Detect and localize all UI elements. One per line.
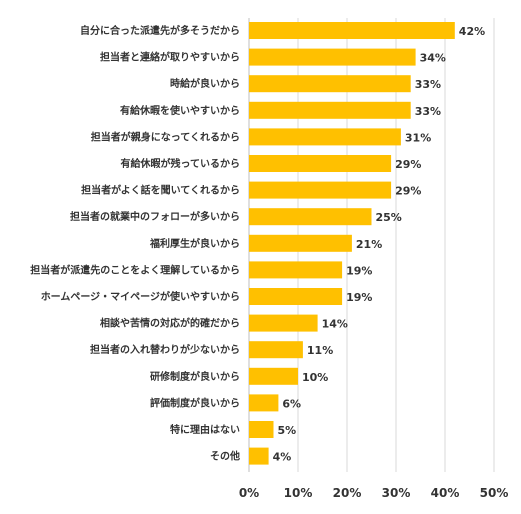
bar [249, 234, 352, 252]
category-label: 評価制度が良いから [150, 396, 240, 409]
category-label: 自分に合った派遣先が多そうだから [80, 24, 240, 37]
bar [249, 155, 392, 172]
x-tick-label: 0% [239, 486, 259, 500]
data-label: 34% [420, 52, 446, 65]
category-label: 有給休暇を使いやすいから [120, 104, 240, 117]
x-tick-label: 20% [333, 486, 362, 500]
data-label: 10% [302, 371, 328, 384]
x-axis-ticks: 0% 10% 20% 30% 40% 50% [239, 486, 509, 500]
bar [249, 208, 372, 226]
category-label: 有給休暇が残っているから [121, 157, 241, 170]
data-label: 4% [273, 451, 292, 464]
bar [249, 367, 298, 385]
data-label: 33% [415, 105, 441, 118]
category-label: 担当者と連絡が取りやすいから [100, 51, 240, 64]
data-label: 29% [395, 158, 421, 171]
bar [249, 101, 411, 119]
category-label: その他 [210, 450, 240, 463]
category-label: 担当者の就業中のフォローが多いから [70, 210, 240, 223]
bar [249, 314, 318, 332]
bar [249, 181, 392, 199]
bar [249, 288, 343, 305]
data-label: 5% [278, 424, 297, 437]
bars [249, 22, 455, 465]
category-label: 時給が良いから [170, 77, 240, 90]
bar [249, 394, 279, 412]
data-label: 29% [395, 185, 421, 198]
bar [249, 447, 269, 465]
category-label: 担当者が派遣先のことをよく理解しているから [30, 263, 240, 276]
category-label: 研修制度が良いから [150, 370, 240, 383]
data-label: 33% [415, 78, 441, 91]
category-label: 担当者がよく話を聞いてくれるから [81, 184, 240, 197]
data-label: 42% [459, 25, 485, 38]
bar [249, 261, 343, 279]
category-label: 特に理由はない [170, 423, 240, 436]
data-label: 25% [376, 211, 402, 224]
bar [249, 128, 401, 146]
bar [249, 341, 303, 359]
category-label: 福利厚生が良いから [149, 237, 240, 250]
data-label: 11% [307, 344, 333, 357]
data-labels: 42% 34% 33% 33% 31% 29% 29% 25% 21% 19% 19% 14% 11% 1… [273, 25, 486, 464]
category-label: 担当者が親身になってくれるから [91, 130, 240, 143]
bar [249, 22, 455, 39]
category-label: ホームページ・マイページが使いやすいから [41, 290, 240, 303]
bar [249, 48, 416, 66]
data-label: 21% [356, 238, 382, 251]
category-labels: 自分に合った派遣先が多そうだから担当者と連絡が取りやすいから時給が良いから有給休… [30, 24, 240, 463]
data-label: 14% [322, 318, 348, 331]
data-label: 6% [282, 397, 301, 410]
x-tick-label: 10% [284, 486, 313, 500]
bar [249, 421, 274, 438]
data-label: 31% [405, 131, 431, 144]
x-tick-label: 40% [431, 486, 460, 500]
x-tick-label: 50% [480, 486, 509, 500]
category-label: 相談や苦情の対応が的確だから [100, 317, 240, 330]
x-tick-label: 30% [382, 486, 411, 500]
bar [249, 75, 411, 93]
data-label: 19% [346, 264, 372, 277]
category-label: 担当者の入れ替わりが少ないから [90, 343, 240, 356]
data-label: 19% [346, 291, 372, 304]
